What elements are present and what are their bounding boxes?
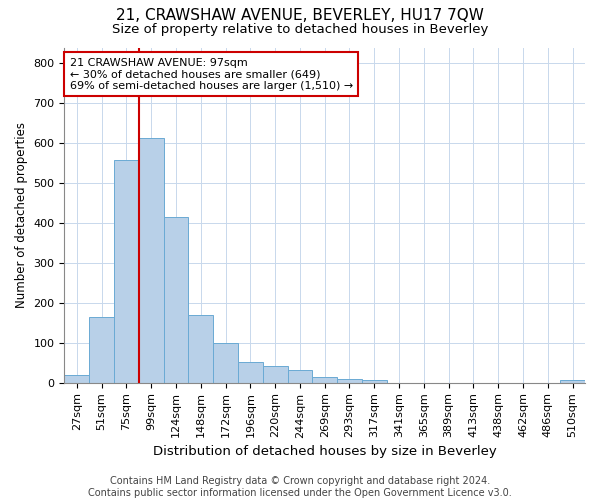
Bar <box>139 138 164 382</box>
Text: 21 CRAWSHAW AVENUE: 97sqm
← 30% of detached houses are smaller (649)
69% of semi: 21 CRAWSHAW AVENUE: 97sqm ← 30% of detac… <box>70 58 353 91</box>
Bar <box>337 378 362 382</box>
Bar <box>64 374 89 382</box>
X-axis label: Distribution of detached houses by size in Beverley: Distribution of detached houses by size … <box>153 444 497 458</box>
Text: 21, CRAWSHAW AVENUE, BEVERLEY, HU17 7QW: 21, CRAWSHAW AVENUE, BEVERLEY, HU17 7QW <box>116 8 484 22</box>
Bar <box>313 376 337 382</box>
Text: Size of property relative to detached houses in Beverley: Size of property relative to detached ho… <box>112 22 488 36</box>
Bar <box>213 343 238 382</box>
Bar <box>114 160 139 382</box>
Bar <box>287 370 313 382</box>
Y-axis label: Number of detached properties: Number of detached properties <box>15 122 28 308</box>
Bar <box>238 362 263 382</box>
Bar <box>164 217 188 382</box>
Text: Contains HM Land Registry data © Crown copyright and database right 2024.
Contai: Contains HM Land Registry data © Crown c… <box>88 476 512 498</box>
Bar <box>89 317 114 382</box>
Bar <box>560 380 585 382</box>
Bar <box>188 315 213 382</box>
Bar <box>263 366 287 382</box>
Bar <box>362 380 386 382</box>
